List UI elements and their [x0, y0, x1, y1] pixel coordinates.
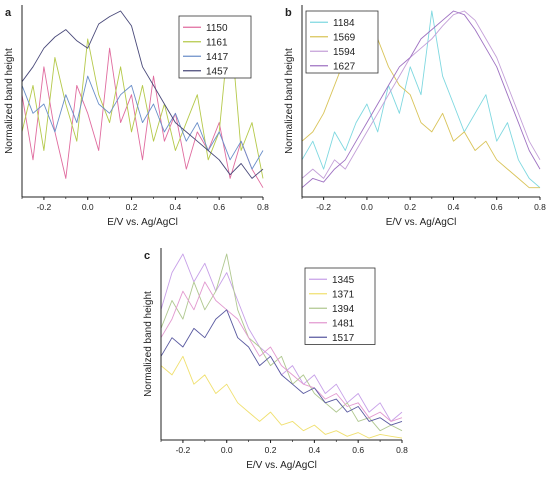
series-line-1627	[301, 10, 541, 189]
x-tick-label: 0.8	[534, 202, 546, 212]
series-line-1517	[160, 309, 403, 426]
panel-b: -0.2 0.0 0.2 0.4 0.6 0.8 E/V vs. Ag/AgCl Normal…	[284, 5, 546, 228]
x-tick-label: 0.2	[404, 202, 416, 212]
x-tick-label: 0.4	[448, 202, 460, 212]
x-tick-label: 0.6	[491, 202, 503, 212]
legend-label: 1627	[333, 61, 356, 72]
series-line-1417	[21, 75, 264, 170]
x-tick-label: 0.4	[308, 445, 320, 455]
x-tick-label: 0.4	[169, 202, 181, 212]
y-axis-label: Normalized band height	[143, 291, 154, 397]
x-tick-label: 0.8	[396, 445, 408, 455]
x-tick-label: 0.6	[352, 445, 364, 455]
legend-label: 1150	[206, 23, 228, 34]
series-line-1371	[160, 355, 403, 439]
legend-label: 1569	[333, 32, 356, 43]
series-line-1161	[21, 19, 264, 179]
legend-label: 1345	[332, 275, 355, 286]
panel-a: -0.2 0.0 0.2 0.4 0.6 0.8 E/V vs. Ag/AgCl Normal…	[4, 5, 269, 228]
x-axis-label: E/V vs. Ag/AgCl	[246, 460, 317, 471]
x-tick-label: -0.2	[176, 445, 191, 455]
legend-label: 1394	[332, 304, 355, 315]
x-axis-label: E/V vs. Ag/AgCl	[107, 217, 178, 228]
x-tick-label: 0.0	[221, 445, 233, 455]
series-line-1184	[301, 10, 541, 189]
legend-label: 1594	[333, 47, 356, 58]
panel-label: c	[144, 250, 150, 262]
legend-box	[178, 15, 252, 79]
x-tick-label: 0.0	[82, 202, 94, 212]
legend-box	[305, 10, 379, 74]
x-tick-label: -0.2	[316, 202, 331, 212]
legend-label: 1371	[332, 289, 355, 300]
x-tick-label: 0.2	[126, 202, 138, 212]
series-line-1457	[21, 10, 264, 179]
y-axis-label: Normalized band height	[284, 48, 295, 154]
legend-label: 1481	[332, 318, 355, 329]
x-tick-label: 0.2	[265, 445, 277, 455]
series-line-1481	[160, 281, 403, 422]
panel-label: a	[5, 7, 12, 19]
legend-label: 1457	[206, 66, 229, 77]
legend-label: 1161	[206, 37, 228, 48]
legend-label: 1184	[333, 18, 355, 29]
legend-label: 1517	[332, 333, 355, 344]
x-tick-label: 0.6	[213, 202, 225, 212]
x-tick-label: 0.0	[361, 202, 373, 212]
panel-c: -0.2 0.0 0.2 0.4 0.6 0.8 E/V vs. Ag/AgCl Normal…	[143, 248, 408, 471]
x-tick-label: -0.2	[37, 202, 52, 212]
legend-label: 1417	[206, 52, 229, 63]
panel-label: b	[285, 7, 292, 19]
series-line-1594	[301, 10, 541, 179]
x-axis-label: E/V vs. Ag/AgCl	[386, 217, 457, 228]
x-tick-label: 0.8	[257, 202, 269, 212]
series-line-1394	[160, 253, 403, 432]
legend-box	[304, 267, 376, 345]
y-axis-label: Normalized band height	[4, 48, 15, 154]
